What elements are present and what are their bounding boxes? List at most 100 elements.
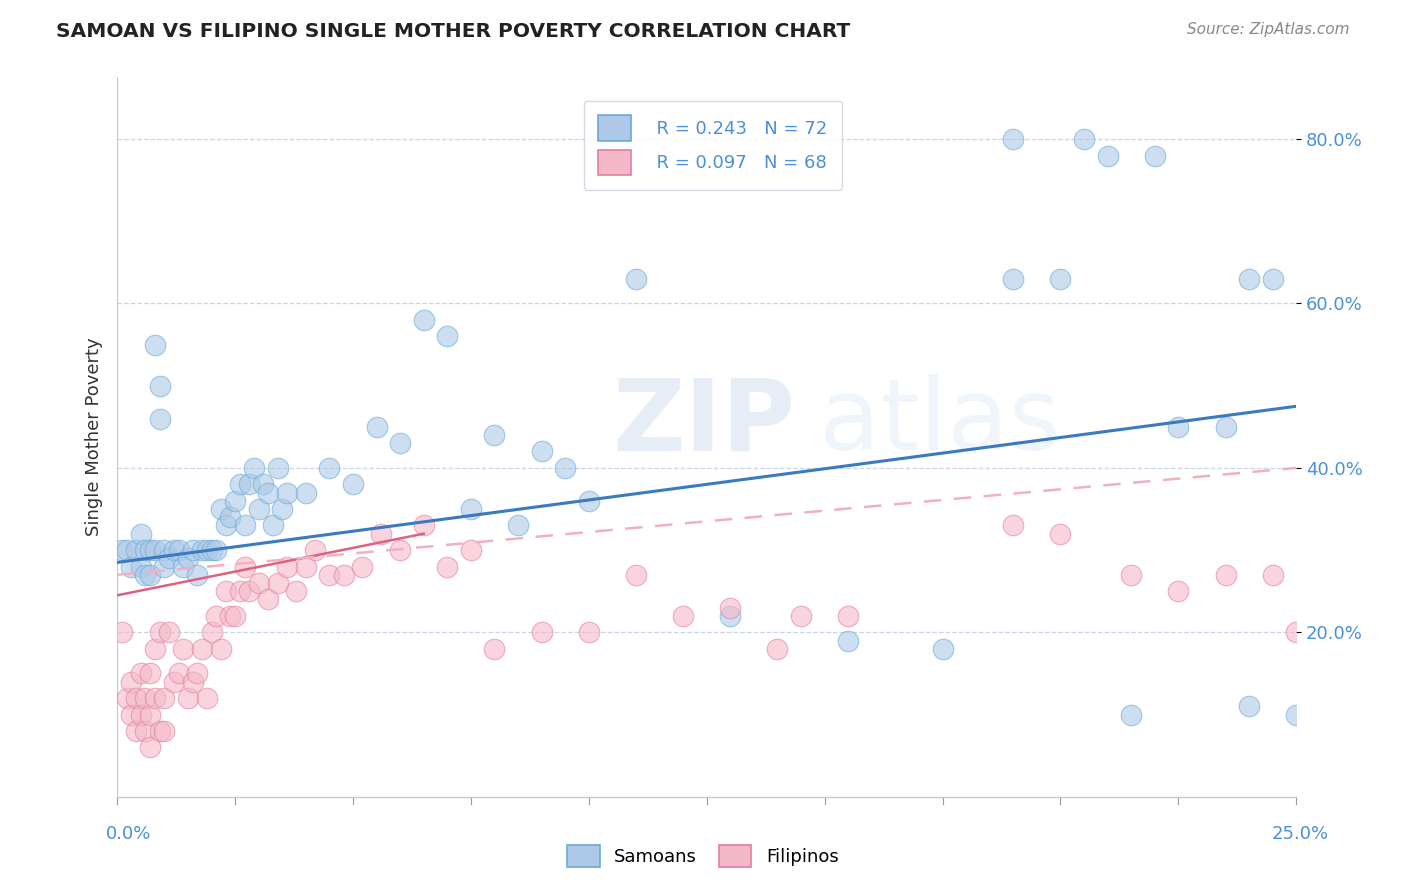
Legend: Samoans, Filipinos: Samoans, Filipinos [560, 838, 846, 874]
Point [1261, 567, 1284, 582]
Point [200, 543, 222, 558]
Point [1049, 526, 1071, 541]
Point [271, 502, 294, 516]
Point [153, 723, 176, 738]
Point [1049, 272, 1071, 286]
Point [229, 584, 252, 599]
Legend:   R = 0.243   N = 72,   R = 0.097   N = 68: R = 0.243 N = 72, R = 0.097 N = 68 [583, 101, 842, 190]
Point [1237, 272, 1260, 286]
Point [295, 559, 318, 574]
Point [129, 707, 152, 722]
Point [181, 543, 204, 558]
Point [157, 625, 180, 640]
Point [129, 559, 152, 574]
Point [219, 510, 242, 524]
Point [506, 518, 529, 533]
Point [149, 411, 172, 425]
Point [163, 543, 186, 558]
Point [172, 559, 194, 574]
Point [412, 518, 434, 533]
Point [790, 608, 813, 623]
Point [205, 608, 228, 623]
Point [366, 419, 388, 434]
Point [120, 559, 142, 574]
Text: 0.0%: 0.0% [105, 825, 150, 843]
Point [412, 313, 434, 327]
Point [1002, 132, 1025, 146]
Point [276, 485, 298, 500]
Point [252, 477, 274, 491]
Text: SAMOAN VS FILIPINO SINGLE MOTHER POVERTY CORRELATION CHART: SAMOAN VS FILIPINO SINGLE MOTHER POVERTY… [56, 22, 851, 41]
Point [149, 378, 172, 392]
Point [276, 559, 298, 574]
Point [257, 592, 280, 607]
Point [1215, 567, 1237, 582]
Point [266, 576, 288, 591]
Point [460, 543, 482, 558]
Point [186, 567, 208, 582]
Point [215, 518, 238, 533]
Point [195, 691, 218, 706]
Point [143, 691, 166, 706]
Point [186, 666, 208, 681]
Point [181, 674, 204, 689]
Point [163, 674, 186, 689]
Point [1002, 272, 1025, 286]
Point [624, 272, 647, 286]
Point [1167, 419, 1189, 434]
Point [1097, 148, 1119, 162]
Point [153, 543, 176, 558]
Point [153, 559, 176, 574]
Point [370, 526, 392, 541]
Point [167, 666, 190, 681]
Point [205, 543, 228, 558]
Point [139, 740, 162, 755]
Point [115, 543, 138, 558]
Point [247, 576, 270, 591]
Point [233, 559, 256, 574]
Point [120, 707, 142, 722]
Point [1285, 707, 1308, 722]
Point [195, 543, 218, 558]
Point [177, 691, 200, 706]
Point [134, 691, 156, 706]
Point [672, 608, 695, 623]
Point [233, 518, 256, 533]
Point [120, 674, 142, 689]
Point [247, 502, 270, 516]
Point [484, 428, 506, 442]
Point [143, 641, 166, 656]
Point [530, 625, 553, 640]
Point [134, 567, 156, 582]
Point [624, 567, 647, 582]
Point [1167, 584, 1189, 599]
Point [139, 567, 162, 582]
Point [167, 543, 190, 558]
Point [209, 502, 232, 516]
Text: 25.0%: 25.0% [1271, 825, 1329, 843]
Point [209, 641, 232, 656]
Point [718, 600, 741, 615]
Point [766, 641, 789, 656]
Point [837, 633, 859, 648]
Point [436, 559, 458, 574]
Point [318, 461, 340, 475]
Point [1285, 625, 1308, 640]
Point [149, 625, 172, 640]
Point [149, 723, 172, 738]
Point [134, 723, 156, 738]
Point [460, 502, 482, 516]
Point [129, 666, 152, 681]
Point [200, 625, 222, 640]
Point [243, 461, 266, 475]
Point [125, 723, 148, 738]
Point [436, 329, 458, 343]
Point [191, 543, 214, 558]
Point [224, 608, 246, 623]
Point [1002, 518, 1025, 533]
Point [342, 477, 364, 491]
Point [578, 625, 600, 640]
Point [125, 691, 148, 706]
Point [1215, 419, 1237, 434]
Point [153, 691, 176, 706]
